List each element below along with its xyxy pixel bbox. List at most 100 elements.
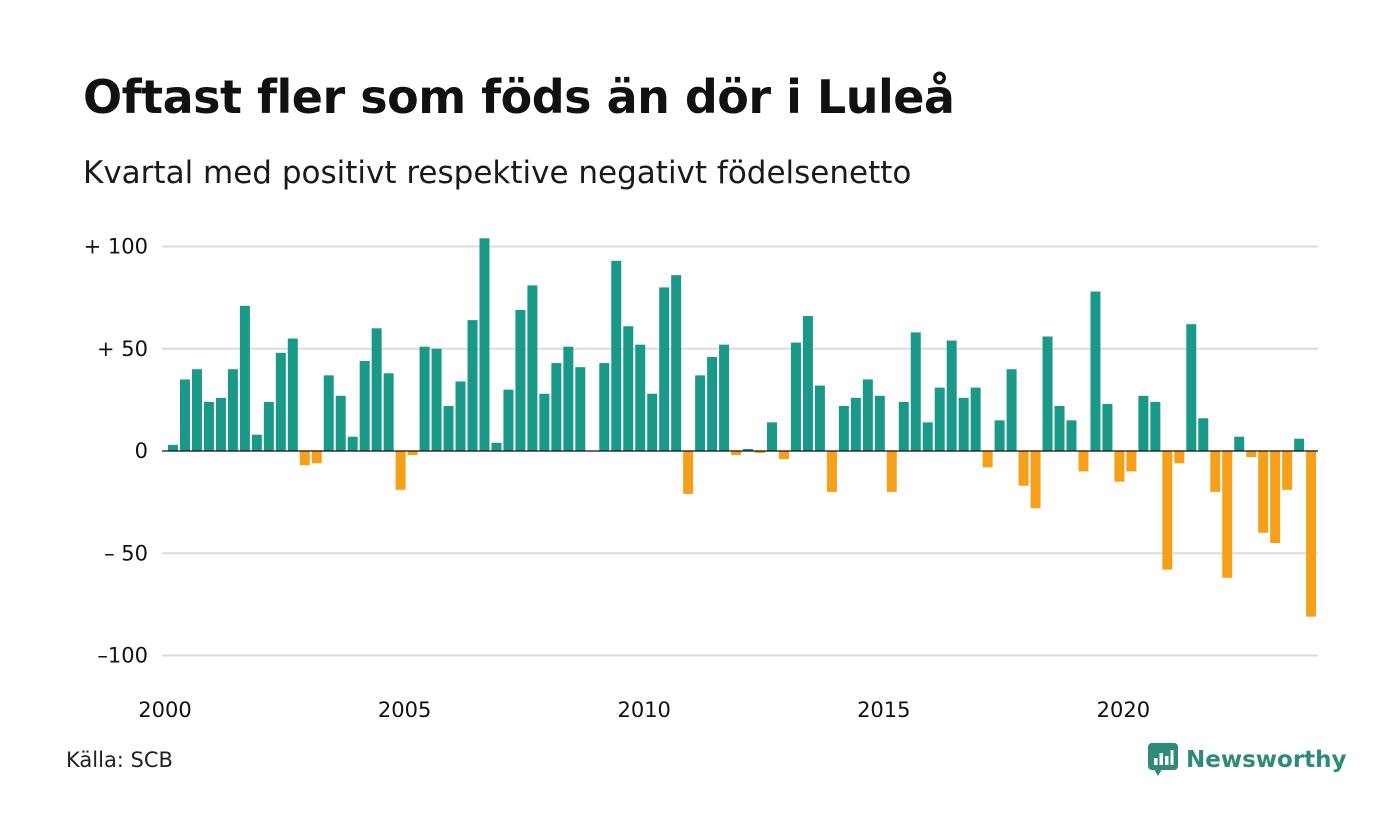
bar	[527, 285, 538, 451]
bar	[467, 320, 478, 451]
bar	[215, 397, 226, 451]
bar	[1126, 451, 1137, 472]
bar	[275, 352, 286, 451]
bar	[263, 401, 274, 451]
bar	[778, 451, 789, 460]
bar	[647, 393, 658, 451]
bar	[203, 401, 214, 451]
bar	[826, 451, 837, 492]
bar	[611, 260, 622, 451]
chart-title: Oftast fler som föds än dör i Luleå	[83, 70, 955, 124]
bar	[695, 375, 706, 451]
y-tick-label: – 50	[104, 541, 148, 565]
bar	[563, 346, 574, 451]
bar	[982, 451, 993, 468]
x-tick-label: 2010	[617, 698, 670, 722]
bar	[683, 451, 694, 494]
bar	[359, 361, 370, 451]
bar	[898, 401, 909, 451]
bar	[1090, 291, 1101, 451]
bars	[168, 238, 1317, 617]
bar	[910, 332, 921, 451]
bar	[946, 340, 957, 451]
bar-chart: + 100 + 50 0 – 50 –100 2000 2005 2010 2015 2020	[84, 235, 1318, 722]
bar	[539, 393, 550, 451]
bar	[419, 346, 430, 451]
bar	[179, 379, 190, 452]
bar	[1282, 451, 1293, 490]
bar	[814, 385, 825, 451]
bar	[1138, 395, 1149, 451]
bar	[958, 397, 969, 451]
bar	[1162, 451, 1173, 570]
bar	[707, 356, 718, 451]
bar	[371, 328, 382, 451]
bar	[515, 309, 526, 451]
bar	[886, 451, 897, 492]
x-tick-label: 2015	[857, 698, 910, 722]
bar	[671, 275, 682, 451]
bar	[1222, 451, 1233, 578]
bar	[1042, 336, 1053, 451]
bar	[1270, 451, 1281, 544]
bar	[1114, 451, 1125, 482]
grid-lines	[162, 245, 1318, 657]
source-note: Källa: SCB	[66, 748, 173, 772]
bar	[299, 451, 310, 466]
y-tick-label: 0	[135, 439, 148, 463]
chart-subtitle: Kvartal med positivt respektive negativt…	[83, 155, 912, 191]
y-tick-label: + 50	[97, 337, 148, 361]
bar	[1078, 451, 1089, 472]
bar	[1066, 420, 1077, 451]
bar	[1018, 451, 1029, 486]
bar	[922, 422, 933, 451]
bar	[1294, 438, 1305, 451]
newsworthy-logo-icon	[1148, 743, 1178, 776]
x-tick-label: 2005	[378, 698, 431, 722]
bar	[874, 395, 885, 451]
brand-name: Newsworthy	[1186, 747, 1347, 773]
bar	[395, 451, 406, 490]
bar	[168, 444, 178, 451]
bar	[767, 422, 777, 451]
bar	[1210, 451, 1221, 492]
bar	[1246, 451, 1257, 458]
bar	[659, 287, 670, 451]
bar	[719, 344, 730, 451]
bar	[1306, 451, 1317, 617]
bar	[503, 389, 514, 451]
bar	[743, 448, 754, 451]
bar	[994, 420, 1005, 451]
bar	[551, 363, 562, 451]
bar	[383, 373, 394, 451]
x-tick-label: 2020	[1097, 698, 1150, 722]
bar	[934, 387, 945, 451]
bar	[1102, 403, 1113, 451]
bar	[970, 387, 981, 451]
bar	[1258, 451, 1269, 533]
bar	[599, 363, 610, 451]
y-tick-label: + 100	[84, 235, 148, 259]
brand-logo: Newsworthy	[1148, 743, 1347, 777]
bar	[311, 451, 322, 464]
bar	[1150, 401, 1161, 451]
bar	[838, 406, 849, 451]
bar	[491, 442, 502, 451]
bar	[635, 344, 646, 451]
bar	[1054, 406, 1065, 451]
bar	[1186, 324, 1197, 451]
y-tick-label: –100	[97, 644, 148, 668]
bar	[239, 305, 250, 451]
bar	[1030, 451, 1041, 509]
bar	[802, 316, 813, 451]
bar	[790, 342, 801, 451]
bar	[1198, 418, 1209, 451]
bar	[850, 397, 861, 451]
bar	[227, 369, 238, 451]
bar	[755, 451, 766, 454]
bar	[431, 348, 442, 451]
axes: + 100 + 50 0 – 50 –100 2000 2005 2010 2015 2020	[84, 235, 1318, 722]
bar	[287, 338, 298, 451]
bar	[575, 367, 586, 451]
bar	[731, 451, 742, 456]
